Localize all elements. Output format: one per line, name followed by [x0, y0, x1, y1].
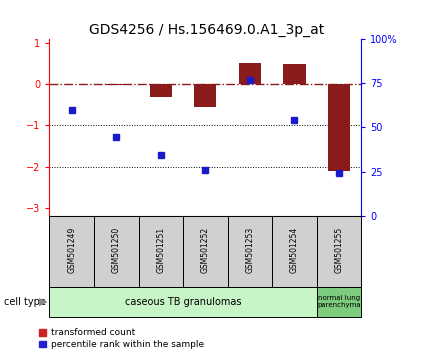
Bar [194, 84, 216, 107]
Text: GSM501255: GSM501255 [335, 227, 344, 273]
Bar [49, 216, 94, 287]
Text: GSM501253: GSM501253 [246, 227, 255, 273]
Bar [105, 84, 127, 85]
Bar [227, 216, 272, 287]
Bar [316, 216, 361, 287]
Legend: transformed count, percentile rank within the sample: transformed count, percentile rank withi… [39, 329, 204, 349]
Bar [49, 287, 316, 317]
Text: GSM501251: GSM501251 [156, 227, 165, 273]
Text: GSM501254: GSM501254 [290, 227, 299, 273]
Bar [239, 63, 261, 84]
Bar [94, 216, 138, 287]
Bar [283, 64, 306, 84]
Text: cell type: cell type [4, 297, 46, 307]
Text: caseous TB granulomas: caseous TB granulomas [125, 297, 241, 307]
Text: GDS4256 / Hs.156469.0.A1_3p_at: GDS4256 / Hs.156469.0.A1_3p_at [89, 23, 324, 37]
Bar [328, 84, 350, 171]
Text: GSM501252: GSM501252 [201, 227, 210, 273]
Bar [316, 287, 361, 317]
Bar [138, 216, 183, 287]
Text: normal lung
parenchyma: normal lung parenchyma [317, 295, 361, 308]
Bar [150, 84, 172, 97]
Text: ▶: ▶ [39, 297, 47, 307]
Text: GSM501249: GSM501249 [67, 227, 76, 273]
Bar [272, 216, 316, 287]
Text: GSM501250: GSM501250 [112, 227, 121, 273]
Bar [183, 216, 227, 287]
